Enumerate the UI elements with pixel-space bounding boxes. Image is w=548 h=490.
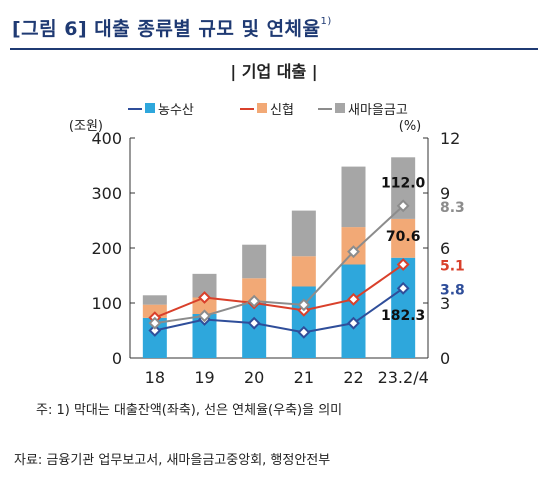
marker-0-5 [396, 281, 410, 295]
bar-label-2: 112.0 [381, 175, 426, 191]
x-tick-label-4: 22 [343, 368, 363, 387]
bar-1-1 [192, 297, 217, 314]
x-tick-label-1: 19 [194, 368, 214, 387]
footnote: 주: 1) 막대는 대출잔액(좌축), 선은 연체율(우축)을 의미 [36, 403, 343, 418]
bar-1-3 [291, 256, 316, 287]
x-tick-label-3: 21 [294, 368, 314, 387]
marker-2-0 [148, 316, 162, 330]
bar-1-5 [391, 218, 416, 258]
right-tick-label-3: 9 [440, 184, 450, 203]
left-tick-label-1: 100 [91, 294, 122, 313]
legend: 농수산 신협 새마을금고 [128, 103, 408, 118]
marker-2-3 [297, 298, 311, 312]
legend-swatch-1 [257, 103, 267, 113]
line-label-1: 5.1 [440, 259, 465, 275]
left-tick-label-2: 200 [91, 239, 122, 258]
line-series-0 [154, 287, 404, 334]
right-tick-label-4: 12 [440, 129, 460, 148]
marker-2-1 [198, 309, 211, 323]
legend-swatch-2 [335, 103, 345, 113]
bar-0-3 [291, 286, 316, 358]
marker-2-4 [347, 245, 360, 259]
legend-label-0: 농수산 [158, 103, 194, 118]
loan-chart: | 기업 대출 | 농수산 신협 새마을금고 (조원) (%) 0100200300… [69, 62, 465, 387]
bar-2-4 [341, 166, 366, 228]
bar-label-1: 70.6 [386, 229, 421, 245]
bar-2-2 [242, 244, 267, 279]
data-labels: 182.3 70.6 112.0 3.8 5.1 8.3 [381, 175, 465, 324]
legend-label-2: 새마을금고 [348, 103, 408, 118]
line-series-1 [154, 263, 404, 319]
marker-1-4 [347, 292, 360, 306]
legend-label-1: 신협 [270, 103, 294, 118]
marker-2-2 [247, 294, 261, 308]
figure-title: [그림 6] 대출 종류별 규모 및 연체율1) [12, 14, 332, 41]
x-tick-label-5: 23.2/4 [378, 368, 429, 387]
source: 자료: 금융기관 업무보고서, 새마을금고중앙회, 행정안전부 [14, 453, 331, 468]
right-axis-unit: (%) [399, 119, 422, 134]
chart-subtitle: | 기업 대출 | [230, 62, 317, 82]
bar-2-0 [142, 295, 167, 305]
line-label-0: 3.8 [440, 282, 465, 298]
x-tick-label-2: 20 [244, 368, 264, 387]
right-tick-label-2: 6 [440, 239, 450, 258]
marker-2-5 [396, 199, 410, 213]
marker-1-5 [396, 258, 410, 271]
marker-0-4 [347, 316, 360, 330]
bar-0-4 [341, 264, 366, 358]
bar-0-5 [391, 257, 416, 358]
figure-title-text: [그림 6] 대출 종류별 규모 및 연체율 [12, 18, 321, 40]
left-tick-label-4: 400 [91, 129, 122, 148]
marker-0-2 [247, 316, 261, 330]
line-series-2 [154, 205, 404, 325]
right-tick-label-1: 3 [440, 294, 450, 313]
bar-0-2 [242, 303, 267, 358]
lines [148, 199, 410, 339]
figure-title-footnote: 1) [320, 15, 332, 27]
marker-0-0 [148, 324, 162, 337]
left-tick-label-3: 300 [91, 184, 122, 203]
bar-label-0: 182.3 [381, 308, 425, 324]
left-axis-unit: (조원) [69, 119, 103, 134]
title-divider [10, 48, 538, 50]
bar-2-1 [192, 273, 217, 298]
legend-swatch-0 [145, 103, 155, 113]
axes: 0 100 200 300 400 0 3 6 9 12 18 19 20 21 22 23.2/4 [91, 129, 460, 387]
x-tick-label-0: 18 [145, 368, 165, 387]
bar-2-3 [291, 210, 316, 257]
marker-0-3 [297, 325, 311, 339]
left-tick-label-0: 0 [112, 349, 122, 368]
right-tick-label-0: 0 [440, 349, 450, 368]
line-label-2: 8.3 [440, 200, 465, 216]
marker-1-1 [198, 291, 211, 304]
